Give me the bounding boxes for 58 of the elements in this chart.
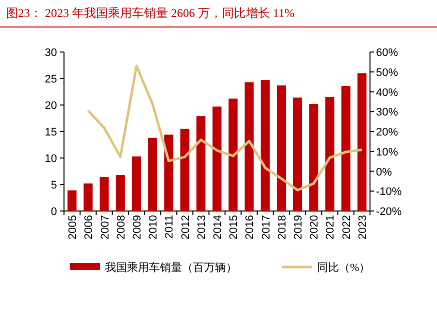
x-tick-label: 2017 <box>260 215 272 240</box>
y2-tick-label: 40% <box>376 86 398 99</box>
bar <box>68 190 77 211</box>
y2-tick-label: 50% <box>376 66 398 79</box>
bar <box>309 104 318 211</box>
x-tick-label: 2007 <box>99 215 112 240</box>
bar <box>325 97 334 211</box>
bar <box>100 177 109 211</box>
y-tick-label: 15 <box>44 126 57 138</box>
bar <box>116 174 125 211</box>
x-tick-label: 2018 <box>276 215 288 240</box>
bar <box>164 134 174 211</box>
bar <box>228 98 238 211</box>
legend-label: 同比（%） <box>317 261 370 274</box>
y2-tick-label: -20% <box>376 206 402 218</box>
line-series <box>86 64 364 192</box>
x-tick-label: 2022 <box>340 215 353 240</box>
x-tick-label: 2006 <box>83 215 96 240</box>
x-tick-label: 2013 <box>196 215 208 240</box>
bar <box>293 98 302 211</box>
x-tick-label: 2008 <box>115 215 128 240</box>
bar <box>276 85 286 211</box>
bar <box>196 116 206 211</box>
x-tick-label: 2015 <box>228 215 240 240</box>
x-tick-label: 2014 <box>212 215 224 240</box>
x-tick-label: 2012 <box>180 215 192 240</box>
bar <box>341 86 350 211</box>
x-tick-label: 2020 <box>308 215 321 240</box>
bar <box>244 82 254 211</box>
x-tick-label: 2005 <box>67 215 80 240</box>
y2-tick-label: 30% <box>376 106 398 119</box>
bar <box>148 138 158 211</box>
bar <box>180 128 190 211</box>
y-tick-label: 0 <box>50 206 57 218</box>
y-tick-label: 25 <box>44 74 57 86</box>
legend-label: 我国乘用车销量（百万辆） <box>105 261 237 274</box>
y2-tick-label: 10% <box>376 146 398 158</box>
y2-tick-label: 0% <box>376 166 392 178</box>
y-tick-label: 30 <box>44 47 57 59</box>
x-tick-label: 2010 <box>148 215 160 240</box>
x-tick-label: 2011 <box>164 215 176 239</box>
bar <box>260 80 270 211</box>
chart-title: 图23： 2023 年我国乘用车销量 2606 万，同比增长 11% <box>6 6 295 20</box>
y2-tick-label: -10% <box>376 186 402 198</box>
y2-tick-label: 20% <box>376 126 398 138</box>
y-tick-label: 10 <box>44 153 57 165</box>
bar <box>212 106 222 211</box>
x-tick-label: 2019 <box>292 215 305 240</box>
x-tick-label: 2023 <box>356 215 369 240</box>
bar <box>84 183 93 211</box>
bar <box>132 156 141 211</box>
y-tick-label: 20 <box>44 100 57 112</box>
y2-tick-label: 60% <box>376 47 398 59</box>
y-tick-label: 5 <box>50 180 57 192</box>
x-tick-label: 2021 <box>324 215 337 240</box>
x-tick-label: 2016 <box>244 215 256 240</box>
x-tick-label: 2009 <box>131 215 144 240</box>
bar <box>357 73 366 211</box>
